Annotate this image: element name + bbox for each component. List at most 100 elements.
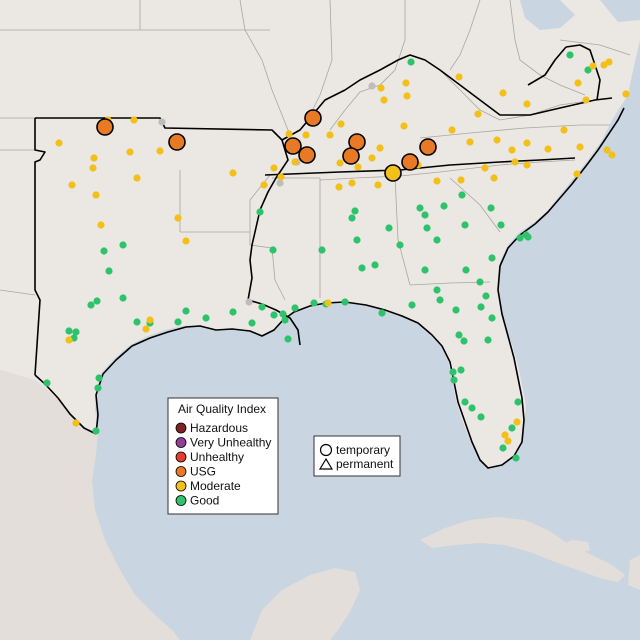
- monitor-good[interactable]: [421, 211, 429, 219]
- monitor-usg[interactable]: [401, 153, 419, 171]
- monitor-moderate[interactable]: [291, 158, 299, 166]
- monitor-moderate[interactable]: [560, 126, 568, 134]
- monitor-moderate[interactable]: [72, 419, 80, 427]
- monitor-good[interactable]: [433, 286, 441, 294]
- monitor-good[interactable]: [258, 303, 266, 311]
- monitor-no-data[interactable]: [368, 82, 376, 90]
- monitor-usg[interactable]: [284, 137, 302, 155]
- monitor-good[interactable]: [458, 191, 466, 199]
- monitor-good[interactable]: [408, 301, 416, 309]
- monitor-no-data[interactable]: [245, 298, 253, 306]
- monitor-moderate[interactable]: [285, 130, 293, 138]
- monitor-good[interactable]: [351, 207, 359, 215]
- monitor-good[interactable]: [455, 331, 463, 339]
- monitor-moderate[interactable]: [374, 181, 382, 189]
- monitor-moderate[interactable]: [97, 221, 105, 229]
- monitor-moderate[interactable]: [589, 62, 597, 70]
- monitor-moderate[interactable]: [523, 161, 531, 169]
- monitor-moderate[interactable]: [68, 181, 76, 189]
- monitor-good[interactable]: [457, 366, 465, 374]
- monitor-moderate[interactable]: [582, 96, 590, 104]
- monitor-moderate[interactable]: [433, 177, 441, 185]
- monitor-moderate[interactable]: [457, 176, 465, 184]
- monitor-moderate[interactable]: [499, 89, 507, 97]
- monitor-moderate[interactable]: [146, 316, 154, 324]
- monitor-moderate[interactable]: [544, 145, 552, 153]
- monitor-good[interactable]: [482, 292, 490, 300]
- monitor-good[interactable]: [310, 299, 318, 307]
- monitor-moderate-large[interactable]: [384, 164, 402, 182]
- monitor-moderate[interactable]: [92, 191, 100, 199]
- monitor-moderate[interactable]: [89, 164, 97, 172]
- monitor-good[interactable]: [174, 318, 182, 326]
- monitor-good[interactable]: [584, 66, 592, 74]
- monitor-moderate[interactable]: [324, 299, 332, 307]
- monitor-moderate[interactable]: [481, 164, 489, 172]
- monitor-moderate[interactable]: [260, 181, 268, 189]
- monitor-good[interactable]: [450, 376, 458, 384]
- monitor-moderate[interactable]: [493, 136, 501, 144]
- monitor-good[interactable]: [488, 254, 496, 262]
- monitor-moderate[interactable]: [603, 146, 611, 154]
- monitor-moderate[interactable]: [376, 144, 384, 152]
- monitor-moderate[interactable]: [270, 164, 278, 172]
- monitor-good[interactable]: [72, 328, 80, 336]
- monitor-good[interactable]: [65, 327, 73, 335]
- monitor-good[interactable]: [421, 266, 429, 274]
- monitor-good[interactable]: [43, 379, 51, 387]
- monitor-good[interactable]: [87, 301, 95, 309]
- monitor-moderate[interactable]: [326, 131, 334, 139]
- monitor-no-data[interactable]: [158, 118, 166, 126]
- monitor-good[interactable]: [92, 427, 100, 435]
- monitor-moderate[interactable]: [455, 73, 463, 81]
- monitor-moderate[interactable]: [142, 325, 150, 333]
- monitor-moderate[interactable]: [335, 183, 343, 191]
- monitor-good[interactable]: [385, 224, 393, 232]
- monitor-good[interactable]: [119, 241, 127, 249]
- monitor-good[interactable]: [133, 318, 141, 326]
- monitor-moderate[interactable]: [277, 173, 285, 181]
- monitor-usg[interactable]: [419, 138, 437, 156]
- monitor-good[interactable]: [284, 335, 292, 343]
- monitor-moderate[interactable]: [55, 139, 63, 147]
- monitor-moderate[interactable]: [574, 79, 582, 87]
- monitor-good[interactable]: [468, 404, 476, 412]
- monitor-good[interactable]: [270, 311, 278, 319]
- monitor-moderate[interactable]: [90, 154, 98, 162]
- monitor-good[interactable]: [281, 316, 289, 324]
- monitor-good[interactable]: [94, 384, 102, 392]
- monitor-moderate[interactable]: [377, 84, 385, 92]
- monitor-moderate[interactable]: [174, 214, 182, 222]
- monitor-moderate[interactable]: [380, 96, 388, 104]
- monitor-moderate[interactable]: [133, 174, 141, 182]
- monitor-no-data[interactable]: [276, 179, 284, 187]
- monitor-moderate[interactable]: [348, 179, 356, 187]
- monitor-moderate[interactable]: [65, 336, 73, 344]
- monitor-good[interactable]: [512, 454, 520, 462]
- monitor-good[interactable]: [407, 58, 415, 66]
- monitor-good[interactable]: [514, 398, 522, 406]
- monitor-moderate[interactable]: [622, 90, 630, 98]
- monitor-moderate[interactable]: [448, 126, 456, 134]
- monitor-good[interactable]: [487, 204, 495, 212]
- monitor-good[interactable]: [348, 214, 356, 222]
- monitor-moderate[interactable]: [368, 154, 376, 162]
- monitor-usg[interactable]: [298, 146, 316, 164]
- monitor-moderate[interactable]: [504, 437, 512, 445]
- monitor-good[interactable]: [182, 307, 190, 315]
- monitor-moderate[interactable]: [508, 146, 516, 154]
- monitor-good[interactable]: [378, 309, 386, 317]
- monitor-good[interactable]: [462, 266, 470, 274]
- monitor-moderate[interactable]: [490, 174, 498, 182]
- monitor-good[interactable]: [499, 444, 507, 452]
- monitor-moderate[interactable]: [474, 110, 482, 118]
- monitor-moderate[interactable]: [608, 151, 616, 159]
- monitor-good[interactable]: [433, 236, 441, 244]
- monitor-good[interactable]: [449, 368, 457, 376]
- monitor-moderate[interactable]: [605, 58, 613, 66]
- monitor-good[interactable]: [497, 221, 505, 229]
- monitor-moderate[interactable]: [466, 138, 474, 146]
- monitor-moderate[interactable]: [523, 100, 531, 108]
- monitor-good[interactable]: [508, 424, 516, 432]
- monitor-good[interactable]: [95, 374, 103, 382]
